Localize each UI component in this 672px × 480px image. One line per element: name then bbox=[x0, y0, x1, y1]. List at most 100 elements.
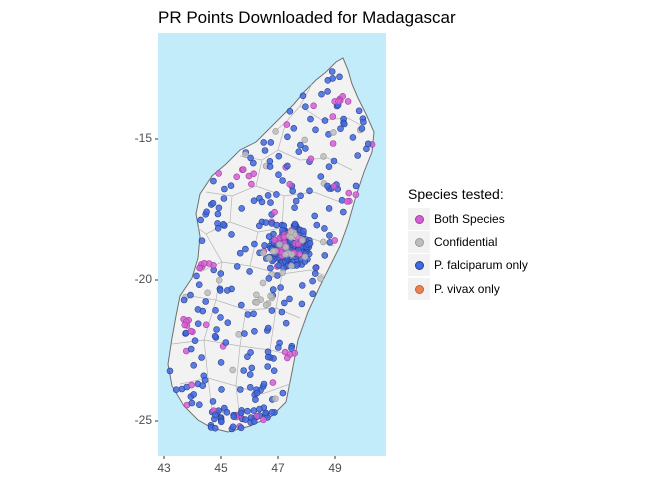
pr-point bbox=[286, 108, 294, 115]
pr-points bbox=[166, 68, 376, 433]
pr-point bbox=[180, 296, 188, 304]
y-tick-label: -20 bbox=[134, 272, 152, 286]
pr-point bbox=[297, 141, 304, 149]
pr-point bbox=[282, 319, 290, 327]
pr-point bbox=[321, 225, 328, 232]
pr-point bbox=[253, 299, 261, 306]
pr-point bbox=[294, 240, 302, 248]
pr-point bbox=[172, 386, 180, 394]
pr-point bbox=[259, 249, 267, 257]
pr-point bbox=[248, 364, 256, 372]
pr-point bbox=[349, 134, 357, 141]
pr-point bbox=[269, 286, 277, 293]
pr-point bbox=[339, 208, 347, 216]
pr-point bbox=[273, 191, 280, 198]
pr-point bbox=[283, 121, 291, 128]
pr-point bbox=[267, 264, 274, 272]
pr-point bbox=[247, 154, 254, 162]
pr-point bbox=[221, 185, 228, 193]
pr-point bbox=[198, 237, 206, 244]
pr-point bbox=[330, 129, 337, 136]
pr-point bbox=[354, 152, 362, 159]
pr-point bbox=[306, 187, 313, 195]
pr-point bbox=[196, 401, 203, 409]
x-tick-label: 45 bbox=[214, 461, 228, 475]
pr-point bbox=[336, 73, 343, 81]
pr-point bbox=[329, 113, 337, 120]
pr-point bbox=[290, 125, 298, 132]
pr-point bbox=[190, 391, 197, 398]
pr-point bbox=[202, 298, 209, 305]
legend-label: Confidential bbox=[434, 235, 498, 249]
pr-point bbox=[284, 133, 291, 141]
pr-point bbox=[213, 326, 220, 333]
pr-point bbox=[282, 251, 289, 258]
pr-point bbox=[286, 180, 294, 188]
pr-point bbox=[194, 320, 202, 328]
legend-item-both-species: Both Species bbox=[408, 208, 505, 230]
pr-point bbox=[306, 240, 314, 247]
pr-point bbox=[237, 424, 245, 432]
legend-item-p-falciparum-only: P. falciparum only bbox=[408, 254, 528, 276]
x-tick-label: 43 bbox=[157, 461, 171, 475]
pr-point bbox=[204, 289, 211, 297]
pr-point bbox=[237, 386, 244, 393]
pr-point bbox=[250, 418, 258, 425]
pr-point bbox=[280, 233, 288, 241]
y-tick-label: -15 bbox=[134, 131, 152, 145]
pr-point bbox=[201, 259, 208, 267]
pr-point bbox=[253, 291, 260, 299]
pr-point bbox=[325, 163, 333, 170]
pr-point bbox=[222, 339, 230, 346]
pr-point bbox=[276, 241, 283, 248]
pr-point bbox=[286, 295, 293, 303]
pr-point bbox=[187, 327, 195, 335]
pr-point bbox=[307, 155, 315, 163]
pr-point bbox=[228, 231, 235, 238]
pr-point bbox=[191, 337, 199, 345]
pr-point bbox=[309, 290, 317, 298]
pr-point bbox=[251, 240, 258, 248]
pr-point bbox=[197, 216, 204, 224]
pr-point bbox=[214, 210, 222, 218]
pr-point bbox=[288, 262, 295, 270]
pr-point bbox=[245, 172, 253, 180]
pr-point bbox=[209, 199, 217, 207]
pr-point bbox=[215, 170, 222, 177]
pr-point bbox=[345, 189, 353, 197]
legend-label: Both Species bbox=[434, 212, 505, 226]
pr-point bbox=[319, 238, 327, 246]
pr-point bbox=[284, 162, 291, 170]
x-tick-label: 49 bbox=[328, 461, 342, 475]
pr-point bbox=[273, 221, 280, 229]
pr-point bbox=[255, 222, 263, 230]
pr-point bbox=[269, 248, 277, 255]
pr-point bbox=[190, 361, 197, 369]
pr-point bbox=[330, 157, 338, 165]
pr-point bbox=[272, 395, 279, 403]
pr-point bbox=[287, 234, 295, 241]
pr-point bbox=[279, 177, 286, 184]
pr-point bbox=[325, 205, 333, 212]
pr-point bbox=[352, 182, 360, 190]
pr-point bbox=[260, 416, 267, 424]
pr-point bbox=[270, 367, 278, 375]
pr-point bbox=[198, 354, 205, 361]
legend-item-confidential: Confidential bbox=[408, 231, 497, 253]
pr-point bbox=[277, 284, 284, 291]
pr-point bbox=[252, 396, 259, 403]
pr-point bbox=[331, 237, 339, 244]
pr-point bbox=[199, 382, 206, 390]
pr-point bbox=[312, 264, 320, 272]
pr-point bbox=[215, 204, 223, 212]
pr-point bbox=[271, 236, 279, 244]
pr-point bbox=[299, 236, 306, 244]
pr-point bbox=[267, 139, 275, 146]
legend-label: P. falciparum only bbox=[434, 258, 528, 272]
pr-point bbox=[317, 173, 325, 180]
pr-point bbox=[188, 381, 195, 389]
pr-point bbox=[237, 409, 245, 417]
pr-point bbox=[321, 117, 329, 124]
pr-point bbox=[301, 253, 309, 261]
pr-point bbox=[256, 405, 263, 413]
